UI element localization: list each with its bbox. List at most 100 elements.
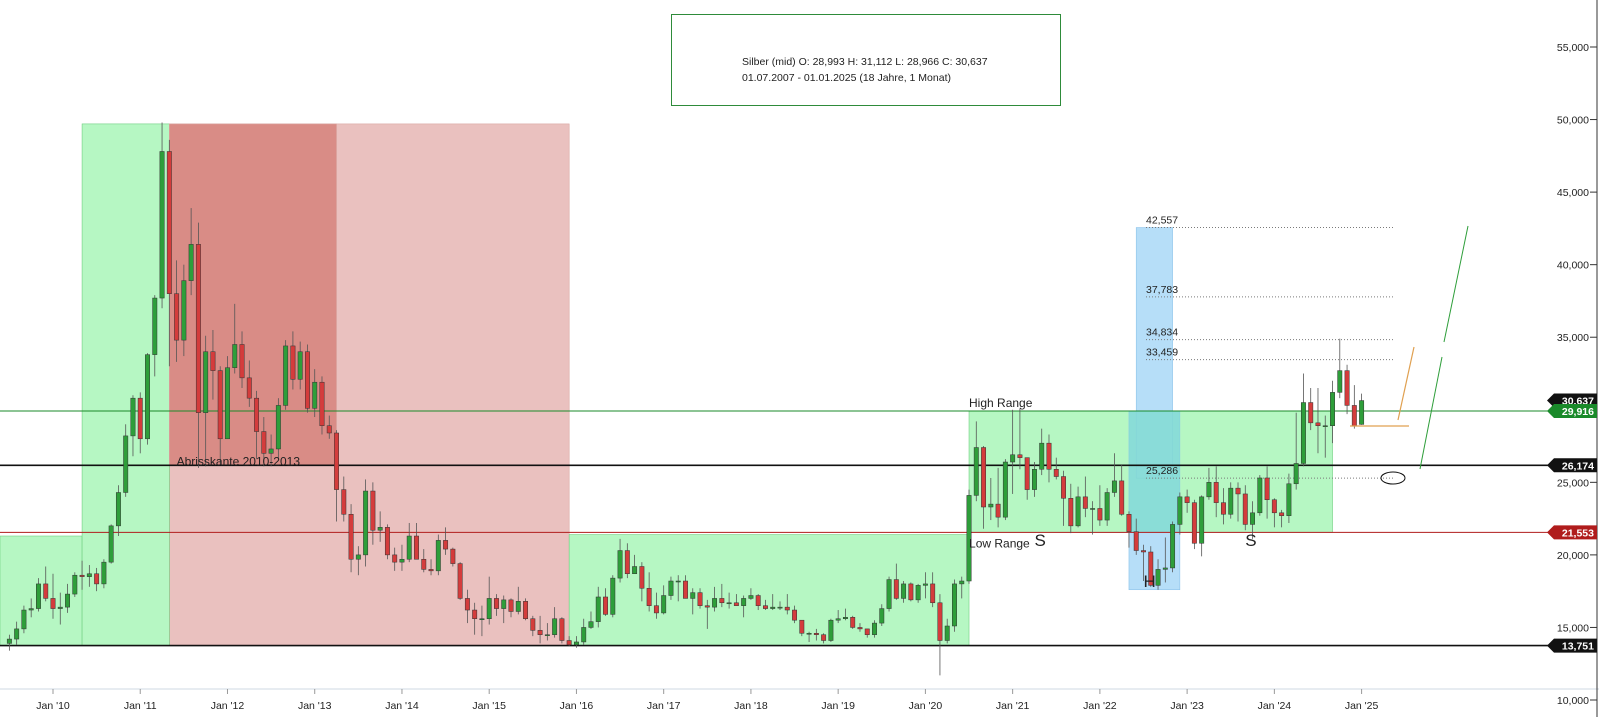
- candle-body: [1228, 487, 1234, 515]
- candle-body: [1271, 499, 1277, 514]
- candle-body: [603, 596, 608, 615]
- candle-body: [733, 602, 739, 606]
- ohlc-line: Silber (mid) O: 28,993 H: 31,112 L: 28,9…: [742, 56, 988, 68]
- candle-body: [668, 580, 674, 596]
- candle-body: [479, 618, 485, 620]
- candle-body: [21, 609, 27, 630]
- candle-body: [86, 573, 92, 577]
- candle-body: [1090, 508, 1096, 510]
- projection-level-label: 25,286: [1146, 465, 1178, 477]
- x-tick-label: Jan '11: [124, 700, 157, 712]
- candle-body: [748, 595, 754, 599]
- candle-body: [1097, 508, 1103, 521]
- candle-body: [305, 351, 310, 409]
- candle-body: [203, 351, 209, 413]
- candle-body: [268, 448, 274, 454]
- candle-body: [130, 397, 136, 437]
- candle-body: [1061, 476, 1066, 499]
- candle-body: [28, 608, 34, 611]
- candle-body: [850, 617, 856, 628]
- chart-annotation: S: [1034, 531, 1045, 550]
- candle-body: [1126, 514, 1132, 532]
- candle-body: [174, 293, 180, 341]
- candle-body: [835, 618, 841, 621]
- annotations-layer: Abrisskante 2010-2013 High Range Low Range…: [177, 396, 1257, 591]
- candle-body: [1141, 550, 1146, 553]
- candle-body: [1162, 567, 1168, 570]
- price-tag-shape: [1547, 403, 1597, 418]
- candle-body: [341, 489, 347, 515]
- candle-body: [72, 574, 78, 595]
- candle-body: [697, 592, 703, 606]
- candle-body: [661, 595, 667, 614]
- y-tick-label: 55,000: [1557, 42, 1589, 54]
- projection-level-label: 34,834: [1146, 327, 1178, 339]
- candle-body: [123, 435, 129, 493]
- candle-body: [457, 563, 463, 599]
- candle-body: [864, 628, 870, 635]
- x-tick-label: Jan '20: [909, 700, 943, 712]
- candle-body: [1351, 405, 1357, 426]
- date-range-line: 01.07.2007 - 01.01.2025 (18 Jahre, 1 Mon…: [742, 72, 951, 84]
- candle-body: [1235, 487, 1241, 495]
- projection-line-orange[interactable]: [1397, 346, 1415, 421]
- candle-body: [1133, 531, 1139, 551]
- candle-body: [944, 625, 950, 641]
- candle-body: [1010, 454, 1016, 463]
- candle-body: [1119, 480, 1125, 515]
- y-tick-label: 20,000: [1557, 550, 1589, 562]
- candle-body: [544, 634, 550, 636]
- candle-body: [537, 630, 543, 635]
- candle-body: [283, 345, 289, 406]
- y-tick-label: 25,000: [1557, 477, 1589, 489]
- candle-body: [254, 397, 260, 432]
- candle-body: [319, 381, 325, 426]
- price-tag-label: 26,174: [1562, 460, 1594, 472]
- candle-body: [683, 580, 688, 599]
- candle-body: [653, 605, 659, 614]
- candle-body: [1002, 461, 1008, 518]
- candle-body: [784, 606, 790, 611]
- candle-body: [406, 535, 412, 560]
- candle-body: [43, 583, 49, 599]
- candle-body: [1039, 442, 1045, 470]
- candle-body: [370, 490, 376, 531]
- candle-body: [981, 447, 987, 508]
- candle-body: [1199, 496, 1205, 544]
- projection-line-green-lower[interactable]: [1419, 356, 1443, 470]
- y-tick-label: 15,000: [1557, 622, 1589, 634]
- candle-body: [1053, 469, 1059, 477]
- candle-body: [617, 550, 623, 579]
- candle-body: [1075, 496, 1081, 527]
- candle-body: [392, 554, 398, 563]
- candle-body: [1293, 463, 1299, 485]
- candle-body: [414, 535, 419, 560]
- y-tick-label: 35,000: [1557, 332, 1589, 344]
- projection-level-label: 42,557: [1146, 215, 1178, 227]
- x-tick-label: Jan '23: [1170, 700, 1204, 712]
- candle-body: [494, 598, 499, 609]
- candle-body: [1308, 402, 1314, 424]
- target-ellipse[interactable]: [1380, 471, 1406, 485]
- candle-body: [879, 608, 885, 624]
- candle-body: [1330, 392, 1335, 426]
- x-tick-label: Jan '10: [36, 700, 70, 712]
- candle-body: [828, 619, 834, 641]
- projection-level-label: 37,783: [1146, 284, 1178, 296]
- candle-body: [675, 580, 681, 583]
- candle-body: [312, 381, 318, 409]
- candle-body: [246, 377, 252, 399]
- candle-body: [893, 579, 899, 599]
- candle-body: [1322, 425, 1328, 427]
- candle-body: [559, 618, 565, 641]
- projection-line-green-upper[interactable]: [1443, 225, 1469, 343]
- candle-body: [610, 577, 616, 615]
- x-tick-label: Jan '24: [1258, 700, 1292, 712]
- y-tick-label: 10,000: [1557, 695, 1589, 707]
- price-tag-shape: [1547, 525, 1597, 540]
- price-tag: 13,751: [1547, 638, 1597, 653]
- trendline-drawings[interactable]: [1350, 225, 1469, 485]
- candle-body: [137, 397, 143, 440]
- candle-body: [275, 405, 281, 450]
